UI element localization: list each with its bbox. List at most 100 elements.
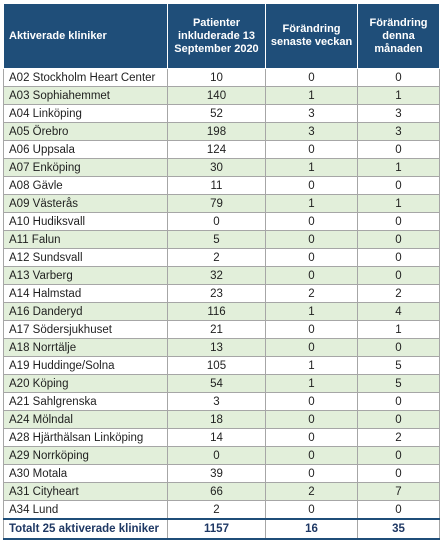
change-week-cell: 0 (265, 500, 358, 520)
table-row: A20 Köping 54 1 5 (3, 374, 440, 393)
change-month-cell: 1 (357, 320, 440, 339)
header-change-week: Förändring senaste veckan (265, 3, 358, 69)
clinic-name-cell: A19 Huddinge/Solna (3, 356, 168, 375)
header-patients: Patienter inkluderade 13 September 2020 (167, 3, 266, 69)
clinic-name-cell: A07 Enköping (3, 158, 168, 177)
change-week-cell: 1 (265, 194, 358, 213)
patients-cell: 10 (167, 68, 266, 87)
total-row: Totalt 25 aktiverade kliniker 1157 16 35 (3, 518, 440, 540)
change-week-cell: 0 (265, 68, 358, 87)
change-week-cell: 0 (265, 410, 358, 429)
change-month-cell: 0 (357, 230, 440, 249)
patients-cell: 11 (167, 176, 266, 195)
change-week-cell: 0 (265, 176, 358, 195)
patients-cell: 116 (167, 302, 266, 321)
clinic-name-cell: A05 Örebro (3, 122, 168, 141)
change-month-cell: 5 (357, 374, 440, 393)
table-row: A16 Danderyd 116 1 4 (3, 302, 440, 321)
table-row: A28 Hjärthälsan Linköping 14 0 2 (3, 428, 440, 447)
change-week-cell: 1 (265, 374, 358, 393)
change-week-cell: 1 (265, 356, 358, 375)
clinic-name-cell: A09 Västerås (3, 194, 168, 213)
patients-cell: 14 (167, 428, 266, 447)
clinic-name-cell: A34 Lund (3, 500, 168, 520)
change-month-cell: 0 (357, 464, 440, 483)
change-week-cell: 0 (265, 140, 358, 159)
clinic-name-cell: A08 Gävle (3, 176, 168, 195)
patients-cell: 54 (167, 374, 266, 393)
table-row: A18 Norrtälje 13 0 0 (3, 338, 440, 357)
clinic-name-cell: A20 Köping (3, 374, 168, 393)
change-month-cell: 0 (357, 410, 440, 429)
clinic-name-cell: A06 Uppsala (3, 140, 168, 159)
change-week-cell: 0 (265, 212, 358, 231)
change-week-cell: 1 (265, 302, 358, 321)
change-month-cell: 2 (357, 284, 440, 303)
clinic-name-cell: A04 Linköping (3, 104, 168, 123)
clinic-name-cell: A28 Hjärthälsan Linköping (3, 428, 168, 447)
change-week-cell: 1 (265, 158, 358, 177)
patients-cell: 124 (167, 140, 266, 159)
change-week-cell: 0 (265, 320, 358, 339)
table-row: A08 Gävle 11 0 0 (3, 176, 440, 195)
patients-cell: 23 (167, 284, 266, 303)
change-month-cell: 0 (357, 212, 440, 231)
change-month-cell: 0 (357, 68, 440, 87)
table-row: A14 Halmstad 23 2 2 (3, 284, 440, 303)
clinic-name-cell: A17 Södersjukhuset (3, 320, 168, 339)
clinic-name-cell: A31 Cityheart (3, 482, 168, 501)
table-row: A17 Södersjukhuset 21 0 1 (3, 320, 440, 339)
table-row: A29 Norrköping 0 0 0 (3, 446, 440, 465)
patients-cell: 21 (167, 320, 266, 339)
change-month-cell: 1 (357, 194, 440, 213)
clinic-name-cell: A12 Sundsvall (3, 248, 168, 267)
patients-cell: 2 (167, 500, 266, 520)
change-month-cell: 0 (357, 176, 440, 195)
total-change-month: 35 (357, 518, 440, 540)
header-change-month: Förändring denna månaden (357, 3, 440, 69)
patients-cell: 140 (167, 86, 266, 105)
clinic-name-cell: A14 Halmstad (3, 284, 168, 303)
clinic-name-cell: A03 Sophiahemmet (3, 86, 168, 105)
change-week-cell: 0 (265, 266, 358, 285)
table-row: A12 Sundsvall 2 0 0 (3, 248, 440, 267)
change-month-cell: 4 (357, 302, 440, 321)
patients-cell: 66 (167, 482, 266, 501)
table-row: A05 Örebro 198 3 3 (3, 122, 440, 141)
table-row: A07 Enköping 30 1 1 (3, 158, 440, 177)
clinic-table-container: Aktiverade kliniker Patienter inkluderad… (3, 3, 440, 540)
clinic-name-cell: A11 Falun (3, 230, 168, 249)
clinic-name-cell: A13 Varberg (3, 266, 168, 285)
change-month-cell: 3 (357, 122, 440, 141)
change-week-cell: 0 (265, 230, 358, 249)
patients-cell: 105 (167, 356, 266, 375)
change-month-cell: 0 (357, 392, 440, 411)
change-week-cell: 2 (265, 284, 358, 303)
table-row: A04 Linköping 52 3 3 (3, 104, 440, 123)
total-patients: 1157 (167, 518, 266, 540)
clinic-name-cell: A29 Norrköping (3, 446, 168, 465)
patients-cell: 5 (167, 230, 266, 249)
change-month-cell: 0 (357, 446, 440, 465)
table-row: A30 Motala 39 0 0 (3, 464, 440, 483)
change-week-cell: 0 (265, 392, 358, 411)
change-month-cell: 0 (357, 140, 440, 159)
change-month-cell: 7 (357, 482, 440, 501)
clinic-table: Aktiverade kliniker Patienter inkluderad… (3, 3, 440, 540)
change-week-cell: 0 (265, 338, 358, 357)
change-month-cell: 0 (357, 266, 440, 285)
patients-cell: 18 (167, 410, 266, 429)
table-row: A34 Lund 2 0 0 (3, 500, 440, 520)
clinic-name-cell: A21 Sahlgrenska (3, 392, 168, 411)
change-month-cell: 2 (357, 428, 440, 447)
patients-cell: 0 (167, 446, 266, 465)
change-week-cell: 2 (265, 482, 358, 501)
table-row: A13 Varberg 32 0 0 (3, 266, 440, 285)
table-row: A31 Cityheart 66 2 7 (3, 482, 440, 501)
change-week-cell: 0 (265, 464, 358, 483)
change-month-cell: 5 (357, 356, 440, 375)
clinic-name-cell: A30 Motala (3, 464, 168, 483)
patients-cell: 32 (167, 266, 266, 285)
total-change-week: 16 (265, 518, 358, 540)
clinic-name-cell: A24 Mölndal (3, 410, 168, 429)
